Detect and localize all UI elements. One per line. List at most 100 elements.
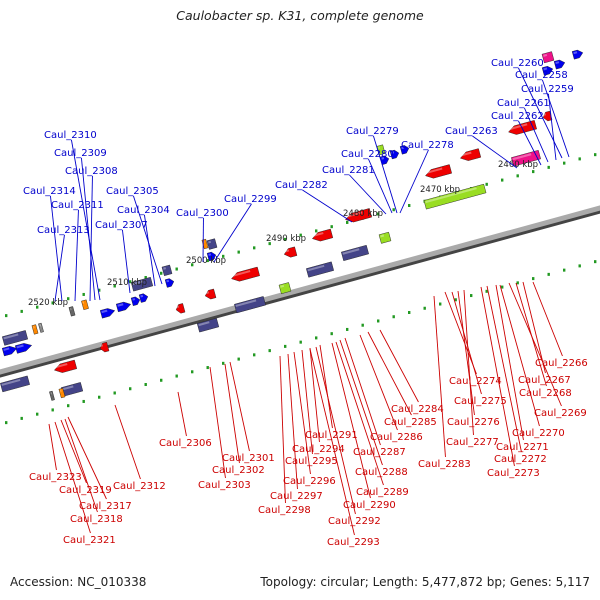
- reverse-inner-gene: [511, 149, 541, 167]
- forward-gene-gloss: [16, 344, 24, 349]
- forward-gene: [571, 49, 584, 60]
- inner-tick-track: [175, 374, 178, 378]
- reverse-gene: [283, 246, 298, 258]
- reverse-inner-gene-gloss: [280, 284, 285, 288]
- reverse-gene-gloss: [284, 249, 290, 253]
- forward-gene: [14, 343, 33, 354]
- inner-tick-track: [408, 310, 411, 314]
- forward-leader: [50, 195, 63, 302]
- reverse-leader: [379, 329, 419, 403]
- reverse-leader: [209, 366, 226, 479]
- forward-leader: [122, 229, 131, 294]
- reverse-inner-gene: [234, 296, 266, 314]
- reverse-leader: [480, 286, 515, 467]
- reverse-gene-gloss: [543, 113, 547, 116]
- forward-gene-gloss: [101, 309, 108, 314]
- inner-tick-track: [160, 378, 163, 382]
- reverse-gene: [175, 303, 186, 314]
- forward-outer-gene-shape: [130, 276, 154, 292]
- forward-gene-shape: [14, 343, 33, 354]
- forward-outer-gene: [1, 330, 29, 346]
- forward-outer-gene-gloss: [208, 240, 212, 244]
- reverse-gene-label: Caul_2266: [535, 358, 588, 369]
- outer-tick-track: [563, 161, 566, 165]
- forward-leader: [518, 67, 563, 159]
- inner-tick-track: [547, 272, 550, 276]
- forward-outer-gene: [541, 51, 555, 64]
- reverse-inner-gene-shape: [58, 387, 66, 399]
- reverse-gene-label: Caul_2275: [454, 396, 507, 407]
- outer-tick-track: [20, 309, 23, 313]
- reverse-leader: [48, 423, 57, 471]
- reverse-gene-shape: [204, 288, 217, 300]
- forward-gene-label: Caul_2308: [65, 166, 118, 177]
- forward-leader: [74, 209, 79, 302]
- reverse-gene-label: Caul_2267: [518, 375, 571, 386]
- outer-tick-track: [594, 153, 597, 157]
- reverse-inner-gene-shape: [0, 375, 30, 393]
- map-title: Caulobacter sp. K31, complete genome: [176, 8, 424, 23]
- reverse-gene-label: Caul_2277: [446, 437, 499, 448]
- reverse-gene-shape: [231, 266, 260, 282]
- reverse-gene-gloss: [425, 167, 443, 175]
- outer-tick-track: [36, 305, 39, 309]
- reverse-gene-shape: [54, 359, 78, 373]
- reverse-leader: [331, 342, 371, 499]
- reverse-inner-gene: [196, 317, 220, 333]
- reverse-gene-label: Caul_2298: [258, 505, 311, 516]
- reverse-gene: [54, 359, 78, 373]
- reverse-gene-label: Caul_2269: [534, 408, 587, 419]
- forward-outer-gene-shape: [161, 264, 173, 276]
- forward-gene-label: Caul_2281: [322, 165, 375, 176]
- scale-label: 2480 kbp: [343, 209, 383, 219]
- forward-gene-label: Caul_2307: [95, 220, 148, 231]
- reverse-gene-label: Caul_2273: [487, 468, 540, 479]
- outer-tick-track: [160, 271, 163, 275]
- reverse-gene-shape: [283, 246, 298, 258]
- forward-gene-label: Caul_2282: [275, 180, 328, 191]
- reverse-leader: [451, 291, 482, 395]
- reverse-gene-label: Caul_2290: [343, 500, 396, 511]
- forward-gene-label: Caul_2262: [491, 111, 544, 122]
- reverse-gene-label: Caul_2268: [519, 388, 572, 399]
- outer-tick-track: [144, 276, 147, 280]
- forward-gene-label: Caul_2280: [341, 149, 394, 160]
- forward-gene-label: Caul_2309: [54, 148, 107, 159]
- outer-tick-track: [377, 212, 380, 216]
- reverse-gene-label: Caul_2286: [370, 432, 423, 443]
- reverse-inner-gene-gloss: [198, 321, 210, 327]
- forward-outer-gene-gloss: [33, 326, 35, 329]
- inner-tick-track: [51, 408, 54, 412]
- inner-tick-track: [253, 353, 256, 357]
- forward-gene-shape: [389, 149, 400, 160]
- inner-tick-track: [237, 357, 240, 361]
- reverse-inner-gene-shape: [423, 183, 487, 210]
- outer-tick-track: [485, 182, 488, 186]
- reverse-leader: [532, 281, 563, 357]
- scale-label: 2490 kbp: [266, 234, 306, 244]
- forward-gene-label: Caul_2314: [23, 186, 76, 197]
- forward-gene: [115, 301, 132, 313]
- reverse-leader: [315, 346, 356, 515]
- reverse-leader: [287, 353, 298, 490]
- outer-tick-track: [268, 242, 271, 246]
- outer-tick-track: [578, 157, 581, 161]
- forward-gene-label: Caul_2299: [224, 194, 277, 205]
- reverse-gene-gloss: [345, 211, 363, 218]
- reverse-leader: [309, 348, 355, 536]
- outer-tick-track: [237, 250, 240, 254]
- forward-outer-gene-shape: [1, 330, 29, 346]
- forward-outer-gene-gloss: [39, 324, 42, 327]
- forward-gene-label: Caul_2300: [176, 208, 229, 219]
- scale-label: 2460 kbp: [498, 160, 538, 170]
- reverse-leader: [309, 347, 320, 443]
- forward-gene-gloss: [3, 347, 10, 351]
- reverse-gene: [99, 341, 110, 353]
- reverse-gene-label: Caul_2296: [283, 476, 336, 487]
- reverse-inner-gene-shape: [341, 244, 369, 261]
- forward-leader: [71, 139, 101, 301]
- forward-outer-gene: [81, 299, 89, 311]
- forward-leader: [518, 120, 542, 166]
- reverse-gene-shape: [99, 341, 110, 353]
- forward-gene-gloss: [132, 298, 136, 301]
